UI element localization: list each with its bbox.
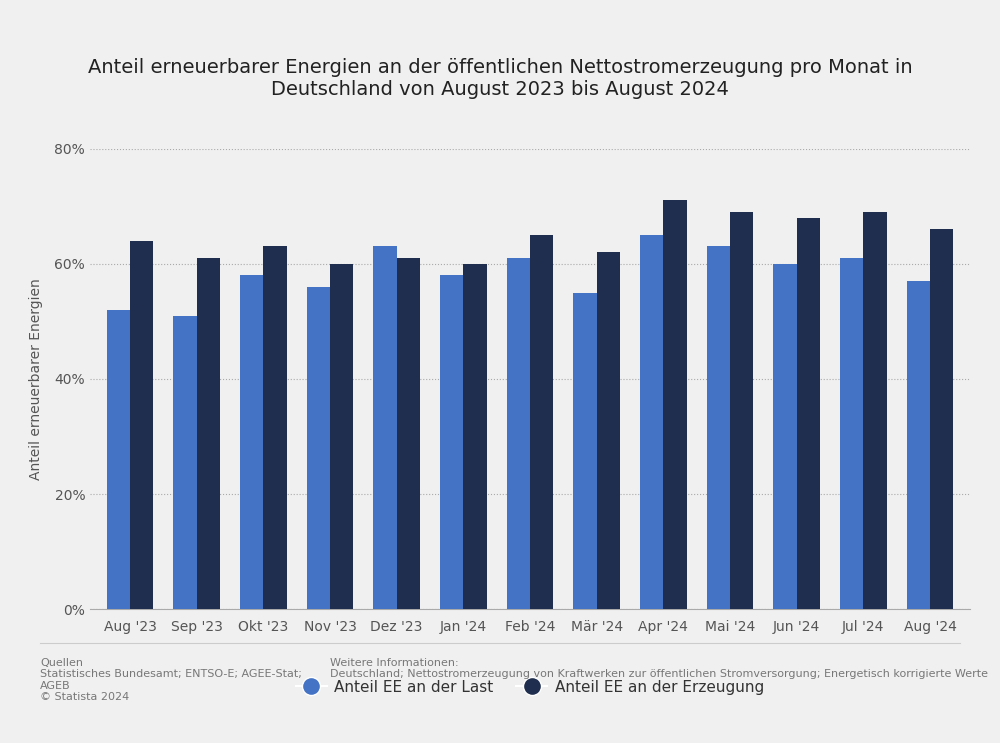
Text: Weitere Informationen:
Deutschland; Nettostromerzeugung von Kraftwerken zur öffe: Weitere Informationen: Deutschland; Nett… (330, 658, 988, 679)
Bar (930, 229, 953, 609)
Bar (197, 258, 220, 609)
Bar (863, 212, 887, 609)
Bar (330, 264, 353, 609)
Text: Anteil erneuerbarer Energien an der öffentlichen Nettostromerzeugung pro Monat i: Anteil erneuerbarer Energien an der öffe… (88, 57, 912, 99)
Bar (530, 235, 553, 609)
Bar (240, 276, 263, 609)
Bar (463, 264, 487, 609)
Bar (797, 218, 820, 609)
Y-axis label: Anteil erneuerbarer Energien: Anteil erneuerbarer Energien (29, 278, 43, 480)
Bar (663, 201, 687, 609)
Bar (373, 247, 397, 609)
Bar (707, 247, 730, 609)
Legend: Anteil EE an der Last, Anteil EE an der Erzeugung: Anteil EE an der Last, Anteil EE an der … (290, 673, 770, 701)
Bar (730, 212, 753, 609)
Bar (397, 258, 420, 609)
Bar (597, 253, 620, 609)
Bar (507, 258, 530, 609)
Bar (440, 276, 463, 609)
Bar (840, 258, 863, 609)
Bar (173, 316, 197, 609)
Bar (640, 235, 663, 609)
Text: Quellen
Statistisches Bundesamt; ENTSO-E; AGEE-Stat;
AGEB
© Statista 2024: Quellen Statistisches Bundesamt; ENTSO-E… (40, 658, 302, 702)
Bar (263, 247, 287, 609)
Bar (307, 287, 330, 609)
Bar (773, 264, 797, 609)
Bar (573, 293, 597, 609)
Bar (907, 281, 930, 609)
Bar (130, 241, 153, 609)
Bar (107, 310, 130, 609)
